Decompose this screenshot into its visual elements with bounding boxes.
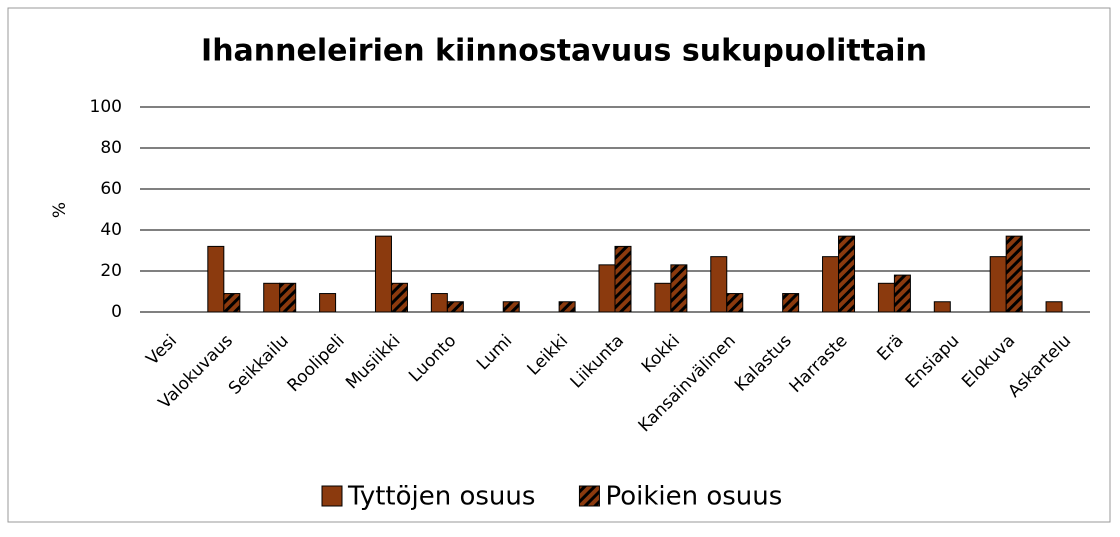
bar	[207, 245, 225, 313]
x-tick-label: Harraste	[786, 331, 852, 397]
x-tick-label: Liikunta	[567, 331, 628, 392]
bar	[654, 282, 672, 313]
legend-swatch	[321, 485, 343, 507]
x-tick-label: Seikkailu	[225, 331, 293, 399]
bar	[877, 282, 895, 313]
bar	[598, 264, 616, 313]
chart-title: Ihanneleirien kiinnostavuus sukupuolitta…	[201, 34, 927, 69]
bar	[933, 301, 951, 313]
bar	[1045, 301, 1063, 313]
bar	[374, 235, 392, 313]
y-tick-label: 0	[111, 302, 122, 322]
frame	[7, 7, 1111, 523]
bar	[319, 293, 337, 313]
y-tick-label: 100	[90, 97, 122, 117]
legend-label: Poikien osuus	[605, 482, 782, 512]
bar	[710, 256, 728, 313]
bar	[670, 264, 688, 313]
bar	[223, 293, 241, 313]
bar	[263, 282, 281, 313]
y-tick-label: 80	[100, 138, 122, 158]
legend-label: Tyttöjen osuus	[347, 482, 535, 512]
x-tick-label: Kalastus	[731, 331, 796, 396]
bar	[822, 256, 840, 313]
bar	[989, 256, 1007, 313]
bar	[838, 235, 856, 313]
y-tick-label: 60	[100, 179, 122, 199]
legend-swatch	[578, 485, 600, 507]
y-axis-label: %	[50, 202, 70, 218]
bar	[1005, 235, 1023, 313]
y-tick-label: 40	[100, 220, 122, 240]
bar	[893, 274, 911, 313]
bar	[430, 293, 448, 313]
x-tick-label: Lumi	[473, 331, 516, 374]
bar	[446, 301, 464, 313]
x-tick-label: Vesi	[143, 331, 181, 369]
bar	[390, 282, 408, 313]
bar	[279, 282, 297, 313]
x-tick-label: Kokki	[638, 331, 684, 377]
x-tick-label: Musiikki	[342, 331, 404, 393]
x-tick-label: Kansainvälinen	[635, 331, 740, 436]
x-tick-label: Ensiapu	[902, 331, 964, 393]
bar	[782, 293, 800, 313]
x-tick-label: Leikki	[524, 331, 573, 380]
bar	[614, 245, 632, 313]
bar	[558, 301, 576, 313]
bar	[502, 301, 520, 313]
x-tick-label: Erä	[873, 331, 907, 365]
x-tick-label: Luonto	[405, 331, 460, 386]
bar	[726, 293, 744, 313]
y-tick-label: 20	[100, 261, 122, 281]
x-tick-label: Roolipeli	[284, 331, 349, 396]
